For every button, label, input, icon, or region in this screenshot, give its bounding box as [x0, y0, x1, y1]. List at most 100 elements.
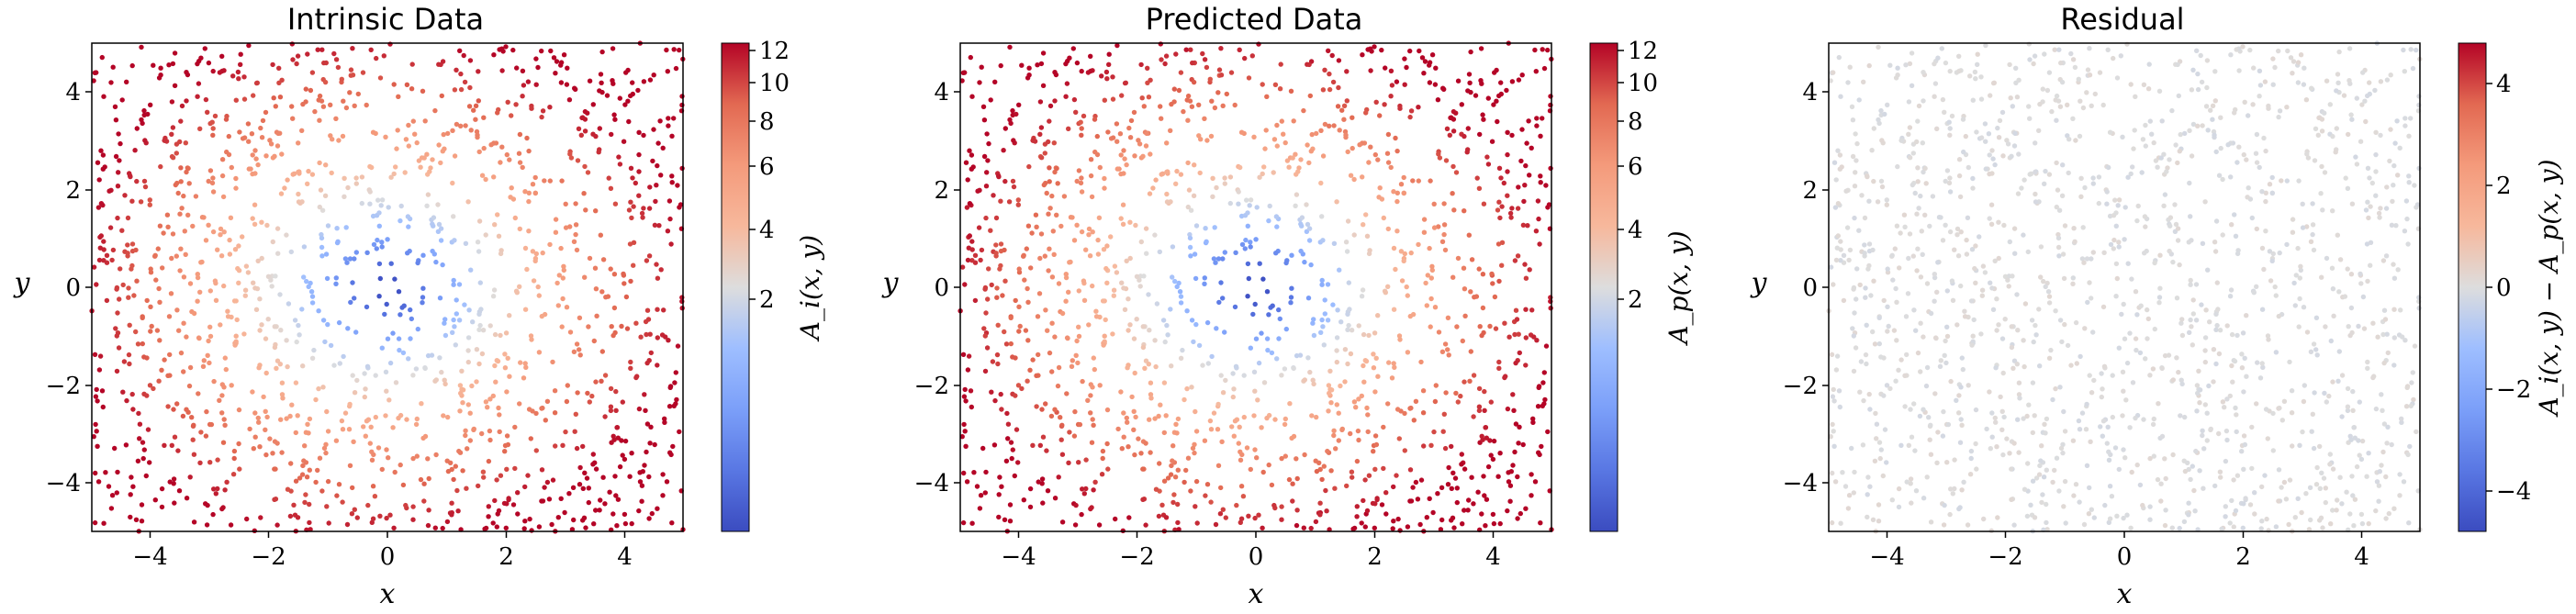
data-point	[424, 151, 430, 157]
data-point	[96, 257, 103, 263]
data-point	[1391, 361, 1396, 366]
data-point	[1319, 317, 1325, 323]
data-point	[378, 203, 384, 208]
data-point	[451, 277, 456, 284]
data-point	[1094, 133, 1101, 140]
data-point	[252, 434, 258, 440]
data-point	[98, 233, 105, 239]
data-point	[1987, 152, 1992, 158]
data-point	[1405, 293, 1411, 298]
data-point	[2022, 363, 2027, 370]
data-point	[540, 108, 546, 114]
data-point	[1046, 268, 1051, 274]
data-point	[1984, 426, 1989, 432]
data-point	[2279, 418, 2285, 423]
x-axis-label: x	[1249, 578, 1264, 610]
data-point	[521, 526, 527, 531]
data-point	[2104, 189, 2110, 195]
data-point	[460, 468, 465, 474]
data-point	[1016, 329, 1022, 334]
data-point	[1851, 490, 1857, 496]
data-point	[1462, 313, 1468, 318]
data-point	[1834, 245, 1841, 251]
data-point	[2259, 484, 2265, 490]
data-point	[2145, 307, 2150, 313]
data-point	[259, 135, 265, 140]
data-point	[1111, 293, 1117, 298]
data-point	[309, 294, 316, 299]
data-point	[1293, 203, 1298, 208]
data-point	[655, 363, 660, 368]
data-point	[1884, 383, 1890, 388]
data-point	[1842, 484, 1849, 489]
data-point	[1271, 170, 1276, 175]
data-point	[147, 460, 152, 465]
data-point	[1402, 82, 1407, 87]
data-point	[252, 410, 258, 416]
data-point	[1089, 440, 1095, 445]
data-point	[532, 174, 538, 181]
data-point	[2372, 87, 2378, 94]
data-point	[1185, 160, 1191, 166]
data-point	[1884, 197, 1889, 203]
data-point	[1238, 516, 1245, 521]
data-point	[1219, 439, 1225, 444]
data-point	[1294, 192, 1300, 197]
data-point	[2055, 244, 2062, 251]
data-point	[93, 421, 98, 428]
data-point	[2261, 135, 2267, 141]
data-point	[664, 47, 669, 53]
data-point	[2284, 178, 2290, 184]
data-point	[1101, 247, 1107, 252]
data-point	[224, 479, 230, 485]
data-point	[1160, 318, 1167, 323]
data-point	[1379, 502, 1385, 508]
data-point	[2036, 472, 2043, 477]
data-point	[1871, 178, 1876, 184]
data-point	[1942, 109, 1947, 116]
data-point	[629, 215, 634, 221]
data-point	[396, 289, 402, 295]
data-point	[647, 184, 653, 190]
data-point	[353, 329, 359, 335]
data-point	[983, 184, 990, 189]
data-point	[1348, 430, 1353, 437]
data-point	[351, 439, 356, 444]
data-point	[1002, 329, 1007, 335]
data-point	[505, 99, 510, 106]
data-point	[1460, 338, 1466, 344]
data-point	[254, 80, 260, 86]
data-point	[1485, 95, 1492, 101]
data-point	[1027, 367, 1033, 373]
data-point	[259, 255, 264, 262]
chart-title: Predicted Data	[1146, 2, 1363, 37]
data-point	[2403, 404, 2410, 409]
data-point	[1208, 499, 1214, 505]
data-point	[2206, 383, 2212, 389]
data-point	[2316, 115, 2322, 121]
data-point	[2090, 329, 2096, 335]
colorbar-tick-label: 10	[759, 70, 790, 97]
data-point	[2060, 450, 2066, 456]
data-point	[1144, 130, 1149, 137]
data-point	[2071, 226, 2077, 231]
data-point	[608, 266, 613, 272]
data-point	[1520, 222, 1527, 228]
data-point	[346, 427, 353, 432]
data-point	[587, 399, 592, 405]
data-point	[2173, 142, 2178, 148]
data-point	[610, 46, 616, 51]
data-point	[337, 361, 342, 366]
data-point	[204, 522, 210, 528]
data-point	[1271, 502, 1277, 508]
data-point	[599, 378, 604, 384]
data-point	[1996, 255, 2001, 262]
data-point	[2346, 324, 2351, 329]
data-point	[2335, 378, 2341, 384]
data-point	[975, 188, 980, 194]
data-point	[1157, 249, 1163, 255]
data-point	[1261, 380, 1268, 385]
data-point	[1439, 349, 1446, 354]
data-point	[1851, 368, 1857, 374]
data-point	[2356, 438, 2361, 443]
